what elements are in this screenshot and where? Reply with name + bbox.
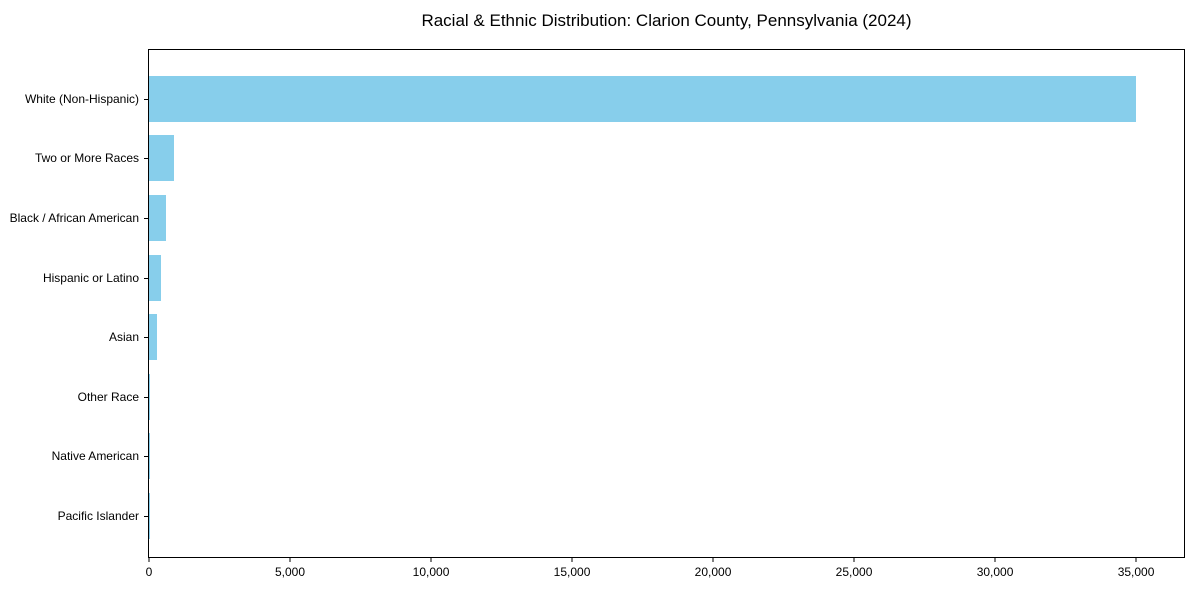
bar-hispanic-or-latino	[149, 254, 162, 301]
x-axis-tick-label: 25,000	[835, 565, 873, 579]
x-axis-tick	[1135, 557, 1137, 562]
y-axis-label-other-race: Other Race	[77, 389, 139, 404]
y-axis-label-white-non-hispanic: White (Non-Hispanic)	[24, 91, 139, 106]
y-axis-tick	[144, 217, 149, 219]
y-axis-label-two-or-more-races: Two or More Races	[34, 151, 139, 166]
x-axis-tick	[430, 557, 432, 562]
y-axis-tick	[144, 396, 149, 398]
x-axis-tick-label: 5,000	[274, 565, 306, 579]
x-axis-tick	[712, 557, 714, 562]
y-axis-label-black-african-american: Black / African American	[9, 210, 139, 225]
bar-other-race	[149, 373, 151, 420]
bar-white-non-hispanic	[149, 75, 1137, 122]
x-axis-tick	[148, 557, 150, 562]
bar-two-or-more-races	[149, 135, 175, 182]
y-axis-label-asian: Asian	[108, 330, 139, 345]
plot-area: White (Non-Hispanic) Two or More Races Bla…	[10, 49, 1185, 579]
y-axis-tick	[144, 98, 149, 100]
bar-black-african-american	[149, 194, 166, 241]
y-axis-tick	[144, 158, 149, 160]
x-axis-tick-label: 35,000	[1117, 565, 1155, 579]
chart-title: Racial & Ethnic Distribution: Clarion Co…	[421, 11, 912, 30]
x-axis-tick-label: 20,000	[694, 565, 732, 579]
x-axis-tick-label: 0	[145, 565, 153, 579]
x-axis-tick	[289, 557, 291, 562]
x-axis-tick	[994, 557, 996, 562]
y-axis-tick	[144, 337, 149, 339]
x-axis-tick	[571, 557, 573, 562]
y-axis-label-hispanic-or-latino: Hispanic or Latino	[42, 270, 139, 285]
bar-native-american	[149, 433, 150, 480]
y-axis-label-native-american: Native American	[51, 449, 139, 464]
bar-asian	[149, 314, 157, 361]
y-axis-tick	[144, 277, 149, 279]
x-axis-tick	[853, 557, 855, 562]
y-axis-tick	[144, 515, 149, 517]
y-axis-tick	[144, 456, 149, 458]
x-axis-tick-label: 30,000	[976, 565, 1014, 579]
x-axis-tick-label: 10,000	[412, 565, 450, 579]
x-axis-tick-label: 15,000	[553, 565, 591, 579]
y-axis-label-pacific-islander: Pacific Islander	[57, 508, 139, 523]
